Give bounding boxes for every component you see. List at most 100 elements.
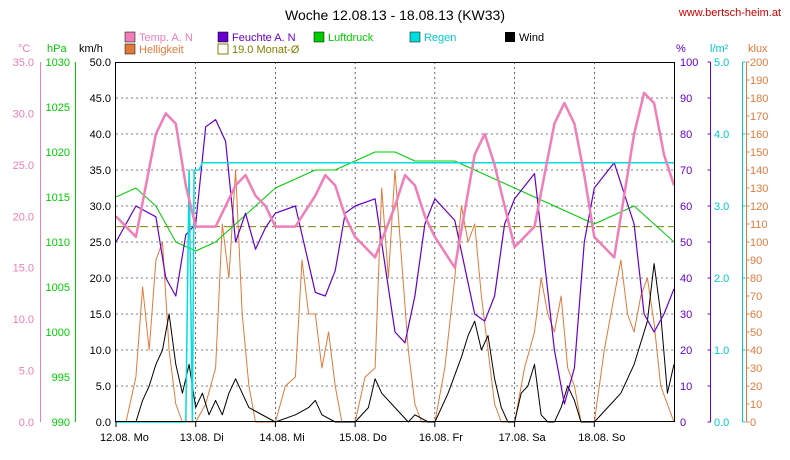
tick-label-pressure: 1000 [46,327,70,339]
site-link[interactable]: www.bertsch-heim.at [678,7,781,19]
data-point-brightness [175,403,176,404]
tick-label-brightness: 0 [750,417,756,429]
tick-label-wind: 5.0 [96,381,111,393]
data-point-wind [448,393,449,394]
data-point-brightness [335,385,336,386]
data-point-brightness [541,277,542,278]
tick-label-wind: 25.0 [90,237,111,249]
data-point-temp [245,175,246,176]
data-point-brightness [248,385,249,386]
data-point-temp [135,236,136,237]
data-point-humidity [594,187,595,188]
data-point-brightness [444,367,445,368]
data-point-humidity [454,220,455,221]
data-point-temp [295,226,296,227]
data-point-wind [222,414,223,415]
data-point-humidity [175,295,176,296]
legend-swatch-temp [124,31,136,43]
data-point-humidity [504,223,505,224]
legend-swatch-monthavg [217,43,229,55]
data-point-rain [195,169,196,170]
day-label: 17.08. Sa [499,432,547,444]
data-point-wind [474,321,475,322]
data-point-pressure [355,160,356,161]
tick-label-humidity: 0 [680,417,686,429]
data-point-temp [454,267,455,268]
tick-label-brightness: 100 [750,237,768,249]
tick-label-temp: 30.0 [13,108,34,120]
data-point-wind [561,407,562,408]
unit-rain: l/m² [710,43,729,55]
data-point-brightness [321,367,322,368]
data-point-brightness [468,241,469,242]
legend-swatch-rain [409,31,421,43]
data-point-brightness [647,277,648,278]
data-point-pressure [574,214,575,215]
data-point-pressure [235,223,236,224]
data-point-temp [584,175,585,176]
data-point-pressure [215,241,216,242]
data-point-pressure [394,151,395,152]
data-point-pressure [494,178,495,179]
data-point-temp [275,226,276,227]
data-point-humidity [494,295,495,296]
tick-label-rain: 5.0 [714,57,729,69]
tick-label-brightness: 160 [750,129,768,141]
data-point-pressure [454,160,455,161]
data-point-pressure [514,187,515,188]
data-point-wind [235,378,236,379]
data-point-humidity [355,205,356,206]
tick-label-humidity: 50 [680,237,692,249]
data-point-brightness [162,241,163,242]
legend-label-temp: Temp. A. N [139,32,193,44]
data-point-wind [215,400,216,401]
series-line-humidity [115,118,675,405]
tick-label-rain: 3.0 [714,201,729,213]
series-line-pressure [115,151,675,252]
data-point-pressure [594,223,595,224]
data-point-brightness [561,295,562,296]
data-point-wind [394,407,395,408]
data-point-temp [574,123,575,124]
data-point-humidity [295,205,296,206]
data-point-wind [667,393,668,394]
data-point-brightness [620,259,621,260]
data-point-temp [185,185,186,186]
tick-label-pressure: 1005 [46,282,70,294]
data-point-wind [660,313,661,314]
data-point-wind [527,385,528,386]
data-point-brightness [481,295,482,296]
data-point-temp [484,133,485,134]
data-point-brightness [627,313,628,314]
tick-label-humidity: 90 [680,93,692,105]
tick-label-temp: 35.0 [13,57,34,69]
data-point-wind [195,407,196,408]
data-point-pressure [135,187,136,188]
data-point-wind [295,414,296,415]
chart-title: Woche 12.08.13 - 18.08.13 (KW33) [285,7,505,23]
data-point-temp [634,133,635,134]
tick-label-humidity: 40 [680,273,692,285]
legend-swatch-wind [505,32,515,42]
data-point-humidity [215,119,216,120]
legend-swatch-brightness [124,43,136,55]
data-point-pressure [654,223,655,224]
day-label: 15.08. Do [339,432,387,444]
data-point-temp [394,205,395,206]
data-point-brightness [494,403,495,404]
data-point-humidity [335,270,336,271]
day-labels: 12.08. Mo 13.08. Di 14.08. Mi 15.08. Do 16.0… [100,422,625,444]
data-point-wind [381,393,382,394]
data-point-wind [620,393,621,394]
tick-label-rain: 1.0 [714,345,729,357]
legend-label-humidity: Feuchte A. N [232,32,296,44]
data-point-temp [315,195,316,196]
data-point-brightness [567,367,568,368]
data-point-brightness [640,295,641,296]
data-point-rain [202,162,203,163]
data-point-rain [189,169,190,170]
legend-label-brightness: Helligkeit [139,44,184,56]
tick-label-temp: 15.0 [13,263,34,275]
data-point-temp [554,123,555,124]
data-point-brightness [135,376,136,377]
